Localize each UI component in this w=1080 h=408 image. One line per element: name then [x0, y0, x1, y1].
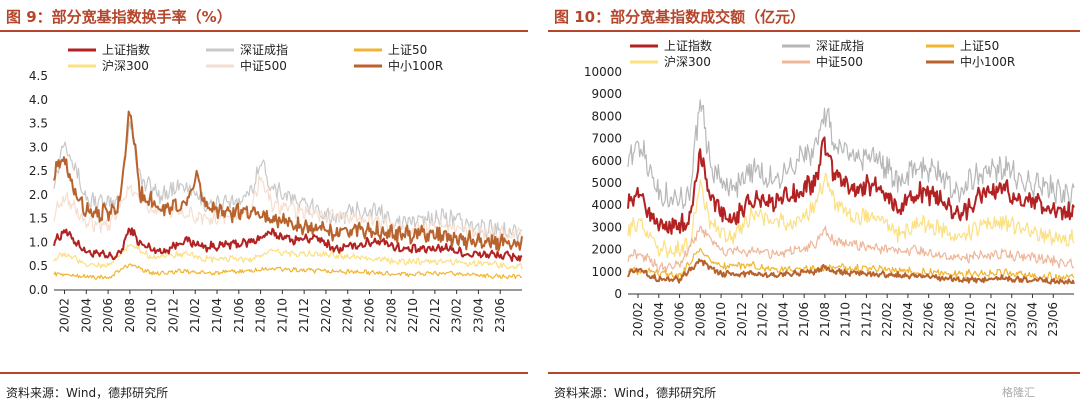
x-tick-label: 20/04	[79, 298, 93, 333]
legend-label: 深证成指	[816, 38, 864, 53]
x-tick-label: 21/02	[188, 298, 202, 333]
x-tick-label: 22/04	[341, 298, 355, 333]
legend-label: 中证500	[240, 58, 287, 73]
x-tick-label: 23/06	[1046, 302, 1060, 337]
series-line	[53, 227, 523, 262]
volume-line-chart: 0 1000 2000 3000 4000 5000 6000 7000 8000 9000 100…	[584, 38, 1075, 337]
x-tick-label: 21/04	[210, 298, 224, 333]
legend-label: 中证500	[816, 54, 863, 69]
x-tick-label: 20/08	[693, 302, 707, 337]
x-tick-label: 22/06	[363, 298, 377, 333]
footer-rule	[548, 372, 1080, 374]
x-tick-label: 20/02	[631, 302, 645, 337]
y-tick-label: 2.0	[29, 188, 48, 202]
x-tick-label: 20/12	[735, 302, 749, 337]
watermark-logo: 格隆汇	[1002, 386, 1035, 399]
y-tick-label: 9000	[591, 87, 622, 101]
x-tick-label: 21/08	[254, 298, 268, 333]
title-rule	[548, 30, 1080, 32]
x-tick-label: 23/02	[1005, 302, 1019, 337]
x-tick-label: 22/08	[384, 298, 398, 333]
x-tick-label: 21/12	[859, 302, 873, 337]
x-tick-label: 22/02	[319, 298, 333, 333]
series-line	[627, 247, 1075, 281]
series-line	[53, 244, 523, 270]
x-tick-label: 20/08	[123, 298, 137, 333]
x-tick-label: 22/10	[406, 298, 420, 333]
x-tick-label: 22/06	[922, 302, 936, 337]
series-line	[53, 110, 523, 252]
x-tick-label: 22/10	[963, 302, 977, 337]
turnover-line-chart: 0.0 0.5 1.0 1.5 2.0 2.5 3.0 3.5 4.0 4.5 20/02 20/04…	[29, 42, 523, 333]
x-tick-label: 20/04	[652, 302, 666, 337]
turnover-chart-panel: 图 9：部分宽基指数换手率（%） 0.0 0.5 1.0 1.5 2.0 2.5 3.0 3.…	[0, 0, 528, 408]
x-tick-label: 21/06	[232, 298, 246, 333]
legend-label: 上证指数	[664, 38, 712, 53]
x-tick-label: 21/08	[818, 302, 832, 337]
y-tick-label: 0.0	[29, 283, 48, 297]
x-tick-label: 23/02	[450, 298, 464, 333]
y-tick-label: 7000	[591, 132, 622, 146]
y-tick-label: 3000	[591, 220, 622, 234]
y-tick-label: 3.0	[29, 140, 48, 154]
x-tick-label: 21/02	[756, 302, 770, 337]
y-tick-label: 10000	[584, 65, 622, 79]
legend-label: 中小100R	[388, 58, 443, 73]
series-line	[627, 258, 1075, 285]
legend-label: 上证50	[388, 43, 427, 57]
x-tick-label: 22/12	[984, 302, 998, 337]
y-tick-label: 2000	[591, 243, 622, 257]
source-note: 资料来源：Wind，德邦研究所	[554, 386, 717, 400]
legend-label: 中小100R	[960, 54, 1015, 69]
chart-title: 图 10：部分宽基指数成交额（亿元）	[554, 8, 806, 26]
y-tick-label: 4.5	[29, 69, 48, 83]
x-tick-label: 21/10	[275, 298, 289, 333]
series-line	[53, 175, 523, 243]
x-tick-label: 21/10	[839, 302, 853, 337]
x-tick-label: 20/10	[145, 298, 159, 333]
title-rule	[0, 30, 528, 32]
x-tick-label: 20/10	[714, 302, 728, 337]
y-tick-label: 4000	[591, 198, 622, 212]
legend-label: 深证成指	[240, 42, 288, 57]
footer-rule	[0, 372, 528, 374]
y-tick-label: 0	[614, 287, 622, 301]
x-tick-label: 21/06	[797, 302, 811, 337]
x-tick-label: 23/04	[1025, 302, 1039, 337]
y-tick-label: 6000	[591, 154, 622, 168]
x-tick-label: 20/06	[673, 302, 687, 337]
x-tick-label: 23/06	[493, 298, 507, 333]
x-tick-label: 22/12	[428, 298, 442, 333]
x-tick-label: 20/06	[101, 298, 115, 333]
x-tick-label: 22/04	[901, 302, 915, 337]
y-tick-label: 5000	[591, 176, 622, 190]
series-line	[627, 225, 1075, 273]
legend-label: 上证50	[960, 39, 999, 53]
y-tick-label: 4.0	[29, 93, 48, 107]
y-tick-label: 8000	[591, 109, 622, 123]
series-line	[53, 263, 523, 280]
x-tick-label: 21/04	[776, 302, 790, 337]
chart-title: 图 9：部分宽基指数换手率（%）	[6, 8, 232, 26]
series-line	[627, 172, 1075, 259]
y-tick-label: 1.0	[29, 235, 48, 249]
series-line	[627, 136, 1075, 235]
series-line	[627, 99, 1075, 209]
y-tick-label: 2.5	[29, 164, 48, 178]
legend-label: 上证指数	[102, 42, 150, 57]
y-tick-label: 1.5	[29, 212, 48, 226]
x-tick-label: 20/02	[58, 298, 72, 333]
source-note: 资料来源：Wind，德邦研究所	[6, 386, 169, 400]
x-tick-label: 21/12	[297, 298, 311, 333]
legend-label: 沪深300	[102, 59, 149, 73]
legend-label: 沪深300	[664, 55, 711, 69]
x-tick-label: 22/08	[942, 302, 956, 337]
x-tick-label: 20/12	[166, 298, 180, 333]
y-tick-label: 1000	[591, 265, 622, 279]
y-tick-label: 0.5	[29, 259, 48, 273]
y-tick-label: 3.5	[29, 117, 48, 131]
volume-chart-panel: 图 10：部分宽基指数成交额（亿元） 0 1000 2000 3000 4000 5000…	[548, 0, 1080, 408]
x-tick-label: 22/02	[880, 302, 894, 337]
x-tick-label: 23/04	[471, 298, 485, 333]
